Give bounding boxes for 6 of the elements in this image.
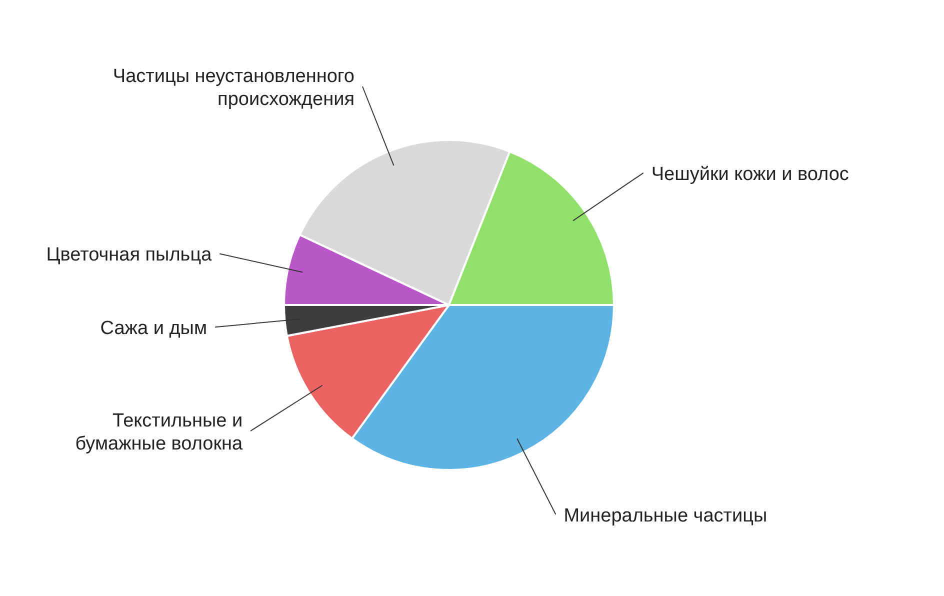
slice-label: Минеральные частицы xyxy=(564,505,768,526)
slice-label: Чешуйки кожи и волос xyxy=(651,164,849,185)
slice-label: Частицы неустановленного происхождения xyxy=(112,66,354,110)
slice-label: Цветочная пыльца xyxy=(46,244,212,266)
slice-label: Сажа и дым xyxy=(100,318,208,340)
slice-label: Текстильные и бумажные волокна xyxy=(75,410,244,454)
